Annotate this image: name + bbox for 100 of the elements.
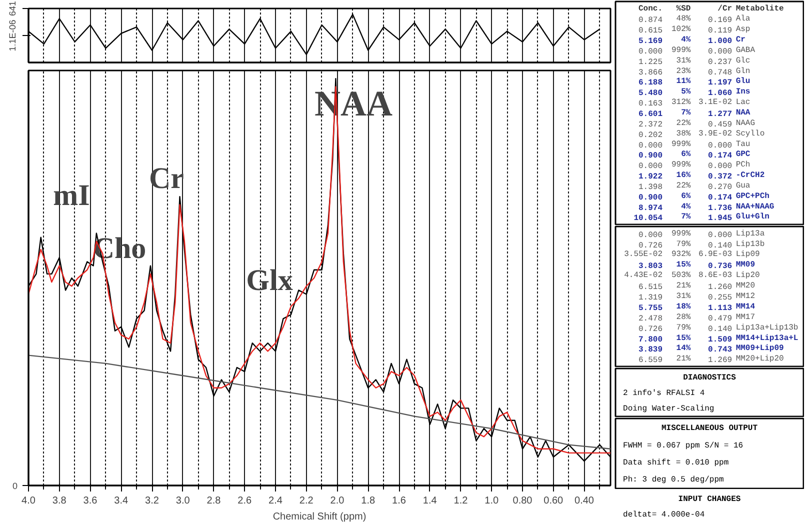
text: Lip09: [736, 250, 760, 260]
x-tick-label: 1.6: [392, 496, 406, 506]
text: Lip13a+Lip13b: [736, 323, 798, 332]
text: MM20+Lip20: [736, 354, 784, 364]
text: FWHM = 0.067 ppm S/N = 16: [623, 441, 744, 450]
text: 0.726: [638, 324, 663, 334]
text: 6.188: [638, 78, 663, 88]
text: /Cr: [718, 4, 732, 14]
text: 6.9E-03: [698, 250, 732, 260]
text: 1.398: [638, 182, 663, 192]
x-tick-label: 1.4: [422, 496, 438, 506]
text: 0.000: [708, 162, 732, 172]
text: 3.803: [638, 262, 663, 272]
x-tick-label: 3.2: [145, 496, 160, 506]
text: 0.726: [638, 241, 663, 250]
x-axis-title: Chemical Shift (ppm): [272, 512, 366, 522]
text: 6.601: [638, 110, 663, 119]
text: 0.372: [708, 172, 732, 182]
text: MM20: [736, 282, 756, 291]
text: 31%: [676, 292, 691, 301]
text: 5.480: [638, 89, 663, 98]
text: 0.900: [638, 152, 663, 161]
text: 4%: [681, 202, 691, 212]
x-tick-label: 0.80: [512, 496, 533, 506]
text: 0.000: [708, 141, 732, 150]
text: Gua: [736, 181, 750, 190]
text: MM09: [736, 260, 756, 270]
text: 48%: [676, 14, 691, 24]
text: 7.800: [638, 335, 663, 344]
text: 102%: [671, 25, 691, 34]
text: 3.9E-02: [698, 129, 732, 138]
text: 0.169: [708, 16, 732, 26]
text: 0.163: [638, 100, 663, 109]
text: MISCELLANEOUS OUTPUT: [661, 424, 758, 434]
text: 0.736: [708, 262, 732, 272]
x-tick-label: 4.0: [22, 496, 36, 506]
text: 6%: [681, 150, 691, 160]
text: Cr: [736, 36, 746, 45]
text: 15%: [676, 260, 691, 270]
text: 11%: [676, 77, 691, 86]
text: Conc.: [638, 4, 663, 14]
text: 3.866: [638, 68, 663, 78]
x-tick-label: 2.2: [299, 496, 314, 506]
text: 0.000: [708, 47, 732, 56]
text: 1.260: [708, 283, 732, 292]
text: 1.509: [708, 335, 732, 344]
text: Lip13a: [736, 229, 765, 238]
text: Data shift = 0.010 ppm: [623, 458, 729, 468]
text: 2.372: [638, 120, 663, 130]
text: DIAGNOSTICS: [683, 373, 736, 382]
text: 0.140: [708, 324, 732, 334]
text: 7%: [681, 212, 691, 222]
text: 1.945: [708, 214, 732, 224]
text: -CrCH2: [736, 171, 765, 180]
text: 0.270: [708, 182, 732, 192]
text: 0.000: [708, 230, 732, 240]
text: 0.140: [708, 241, 732, 250]
text: 3.55E-02: [624, 250, 662, 260]
text: 0.255: [708, 294, 732, 302]
text: 1.060: [708, 89, 732, 98]
x-tick-label: 2.8: [206, 496, 222, 506]
text: 1.197: [708, 78, 732, 88]
text: 6.515: [638, 283, 663, 292]
text: 10.054: [634, 214, 663, 224]
text: 4%: [681, 36, 691, 45]
text: 0.459: [708, 120, 732, 130]
text: Tau: [736, 140, 750, 149]
y-tick-label: 641: [8, 0, 18, 16]
text: 5.169: [638, 37, 663, 46]
text: 28%: [676, 312, 691, 322]
text: 0: [12, 481, 18, 491]
text: 14%: [676, 344, 691, 354]
text: 1.277: [708, 110, 732, 119]
text: deltat= 4.000e-04: [623, 510, 705, 520]
text: 0.237: [708, 58, 732, 67]
text: Ph: 3 deg 0.5 deg/ppm: [623, 475, 724, 484]
text: 503%: [671, 271, 691, 280]
text: 0.874: [638, 16, 663, 26]
text: Lip13b: [736, 240, 765, 249]
x-tick-label: 3.8: [52, 496, 67, 506]
text: 2 info's RFALSI 4: [623, 388, 705, 398]
text: 31%: [676, 56, 691, 66]
text: 0.202: [638, 130, 663, 140]
text: 5.755: [638, 304, 663, 313]
text: MM17: [736, 312, 756, 322]
text: 0.615: [638, 26, 663, 36]
text: 6.559: [638, 356, 663, 366]
text: %SD: [676, 4, 691, 14]
text: NAA+NAAG: [736, 202, 774, 212]
text: 3.839: [638, 346, 663, 355]
text: INPUT CHANGES: [678, 495, 741, 504]
text: Doing Water-Scaling: [623, 404, 714, 414]
text: 8.974: [638, 204, 663, 213]
text: 18%: [676, 302, 691, 312]
text: Ala: [736, 14, 750, 24]
text: 312%: [671, 98, 691, 108]
x-tick-label: 3.0: [176, 496, 190, 506]
text: 999%: [671, 160, 691, 170]
text: 1.225: [638, 58, 663, 67]
x-tick-label: 1.0: [484, 496, 500, 506]
